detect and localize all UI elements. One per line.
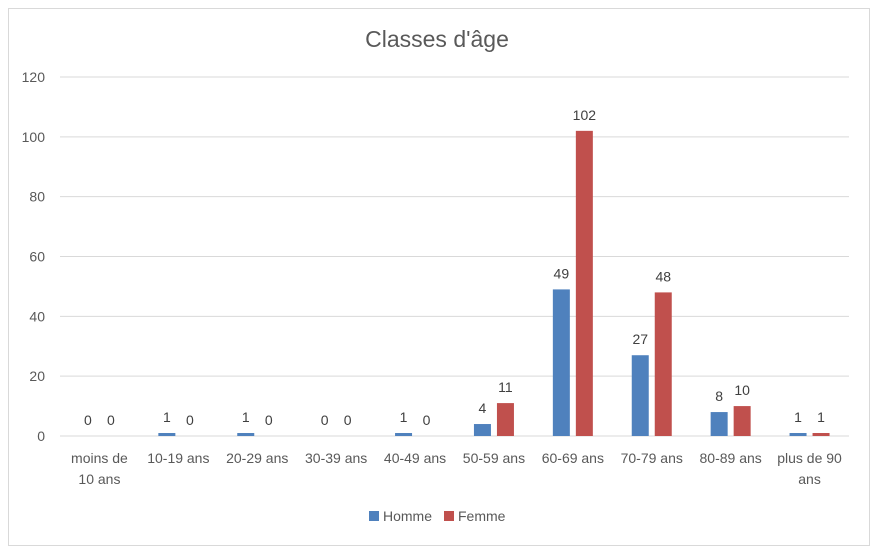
data-label: 0 <box>265 412 273 428</box>
data-label: 8 <box>715 388 723 404</box>
legend-label-homme: Homme <box>383 508 432 524</box>
bar-homme <box>158 433 176 436</box>
y-tick-label: 40 <box>29 308 45 324</box>
data-label: 1 <box>794 409 802 425</box>
gridlines <box>60 76 849 437</box>
category-label: 60-69 ans <box>542 450 604 466</box>
data-label: 1 <box>817 409 825 425</box>
category-label: ans <box>798 471 821 487</box>
y-tick-label: 80 <box>29 189 45 205</box>
data-label: 0 <box>321 412 329 428</box>
data-label: 0 <box>423 412 431 428</box>
data-label: 11 <box>498 379 513 395</box>
bar-homme <box>631 355 649 436</box>
category-label: plus de 90 <box>777 450 842 466</box>
chart-frame <box>8 8 870 546</box>
x-axis-categories: moins de 10 ans 10-19 ans 20-29 ans 30-39 an… <box>71 450 842 487</box>
bar-homme <box>237 433 255 436</box>
bar-homme <box>473 424 491 436</box>
y-tick-label: 20 <box>29 368 45 384</box>
chart-title: Classes d'âge <box>365 26 509 52</box>
legend-swatch-femme <box>444 511 454 521</box>
category-label: 70-79 ans <box>621 450 683 466</box>
category-label: 50-59 ans <box>463 450 525 466</box>
bar-femme <box>496 403 514 436</box>
data-label: 49 <box>554 265 570 281</box>
data-label: 48 <box>655 268 671 284</box>
bars <box>158 130 830 436</box>
category-label: moins de <box>71 450 128 466</box>
y-tick-label: 100 <box>22 129 46 145</box>
category-label: 40-49 ans <box>384 450 446 466</box>
bar-femme <box>575 130 593 436</box>
bar-femme <box>654 292 672 436</box>
data-label: 0 <box>186 412 194 428</box>
bar-homme <box>710 412 728 436</box>
y-axis-ticks: 0 20 40 60 80 100 120 <box>22 69 46 444</box>
data-label: 0 <box>84 412 92 428</box>
category-label: 20-29 ans <box>226 450 288 466</box>
legend-swatch-homme <box>369 511 379 521</box>
data-label: 0 <box>344 412 352 428</box>
legend: Homme Femme <box>369 508 506 524</box>
bar-homme <box>395 433 413 436</box>
data-label: 0 <box>107 412 115 428</box>
bar-femme <box>733 406 751 436</box>
category-label: 10 ans <box>78 471 120 487</box>
data-label: 102 <box>573 107 597 123</box>
bar-homme <box>552 289 570 436</box>
legend-label-femme: Femme <box>458 508 506 524</box>
data-label: 27 <box>632 331 648 347</box>
category-label: 80-89 ans <box>700 450 762 466</box>
data-label: 4 <box>479 400 487 416</box>
bar-femme <box>812 433 830 436</box>
category-label: 30-39 ans <box>305 450 367 466</box>
data-label: 1 <box>400 409 408 425</box>
y-tick-label: 120 <box>22 69 46 85</box>
data-label: 10 <box>734 382 750 398</box>
data-label: 1 <box>242 409 250 425</box>
category-label: 10-19 ans <box>147 450 209 466</box>
bar-homme <box>789 433 807 436</box>
data-label: 1 <box>163 409 171 425</box>
y-tick-label: 0 <box>37 428 45 444</box>
y-tick-label: 60 <box>29 249 45 265</box>
